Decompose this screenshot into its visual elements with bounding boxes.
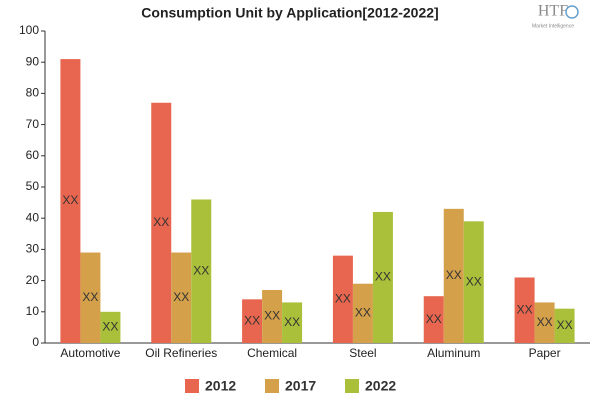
legend-label: 2022 [365, 378, 396, 394]
data-label: XX [557, 318, 573, 332]
y-tick-label: 50 [26, 179, 40, 193]
bar [514, 277, 535, 343]
data-label: XX [284, 315, 300, 329]
bar [242, 299, 263, 343]
bar [151, 102, 172, 343]
chart-title: Consumption Unit by Application[2012-202… [141, 5, 438, 21]
data-label: XX [153, 215, 169, 229]
x-tick-label: Aluminum [427, 346, 480, 360]
data-label: XX [537, 315, 553, 329]
data-label: XX [375, 270, 391, 284]
data-label: XX [173, 290, 189, 304]
legend-swatch [265, 379, 279, 393]
y-tick-label: 70 [26, 117, 40, 131]
data-label: XX [355, 306, 371, 320]
y-tick-label: 20 [26, 273, 40, 287]
y-tick-label: 30 [26, 242, 40, 256]
y-tick-label: 40 [26, 210, 40, 224]
bar [534, 302, 555, 343]
bar [262, 289, 283, 343]
x-tick-label: Automotive [60, 346, 120, 360]
bar [463, 221, 484, 343]
y-tick-label: 80 [26, 86, 40, 100]
data-label: XX [517, 302, 533, 316]
data-label: XX [264, 309, 280, 323]
x-tick-label: Steel [349, 346, 376, 360]
bar [100, 311, 121, 343]
y-tick-label: 10 [26, 304, 40, 318]
bar [443, 208, 464, 343]
x-tick-label: Chemical [247, 346, 297, 360]
x-tick-label: Oil Refineries [145, 346, 217, 360]
data-label: XX [193, 263, 209, 277]
bar [191, 199, 212, 343]
data-label: XX [335, 291, 351, 305]
legend-label: 2012 [205, 378, 236, 394]
bar [60, 59, 81, 344]
bar [282, 302, 303, 343]
logo-text: HTF [538, 3, 568, 20]
y-tick-label: 100 [19, 23, 39, 37]
y-tick-label: 60 [26, 148, 40, 162]
legend-swatch [185, 379, 199, 393]
bar [171, 252, 192, 343]
y-tick-label: 90 [26, 54, 40, 68]
legend-swatch [345, 379, 359, 393]
x-tick-label: Paper [529, 346, 561, 360]
legend-label: 2017 [285, 378, 316, 394]
bar [332, 255, 353, 343]
data-label: XX [102, 320, 118, 334]
data-label: XX [466, 274, 482, 288]
logo-subtext: Market Intelligence [532, 23, 574, 29]
bar [423, 296, 444, 343]
bar [372, 211, 393, 343]
logo-icon [565, 5, 579, 19]
bar [352, 283, 373, 343]
bar [554, 308, 575, 343]
data-label: XX [82, 290, 98, 304]
bar [80, 252, 101, 343]
data-label: XX [426, 312, 442, 326]
data-label: XX [62, 193, 78, 207]
y-tick-label: 0 [32, 335, 39, 349]
data-label: XX [446, 268, 462, 282]
data-label: XX [244, 313, 260, 327]
